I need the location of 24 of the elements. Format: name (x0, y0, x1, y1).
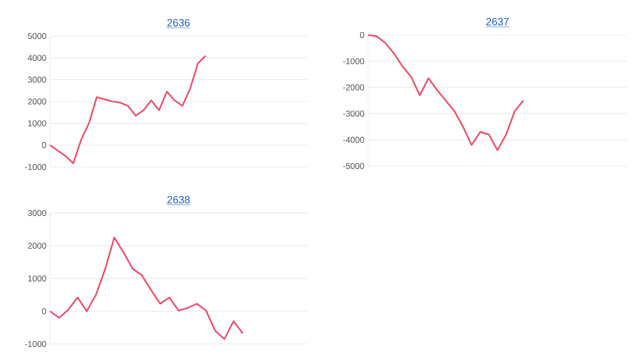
y-tick-label: 0 (42, 308, 46, 314)
y-tick-label: 0 (42, 142, 46, 148)
y-tick-label: 1000 (28, 275, 46, 282)
chart-title: 2636 (167, 19, 190, 26)
y-tick-label: 3000 (28, 210, 46, 216)
y-tick-label: 3000 (28, 76, 46, 83)
y-tick-label: 0 (360, 32, 364, 38)
y-tick-label: -1000 (25, 164, 46, 170)
y-tick-label: 2000 (28, 98, 46, 104)
line-series (49, 54, 207, 164)
chart-title: 2637 (486, 18, 509, 26)
y-tick-label: 2000 (28, 242, 46, 249)
line-series (367, 34, 524, 152)
y-tick-label: 1000 (28, 120, 46, 126)
chart-title: 2638 (167, 196, 190, 204)
y-tick-label: -3000 (343, 110, 364, 117)
y-tick-label: -1000 (343, 58, 364, 64)
y-tick-label: 5000 (28, 32, 46, 39)
line-series (49, 236, 244, 340)
y-tick-label: -2000 (343, 84, 364, 90)
y-tick-label: -5000 (343, 162, 364, 169)
y-tick-label: -4000 (343, 136, 364, 143)
y-tick-label: -1000 (25, 340, 46, 347)
y-tick-label: 4000 (28, 54, 46, 61)
